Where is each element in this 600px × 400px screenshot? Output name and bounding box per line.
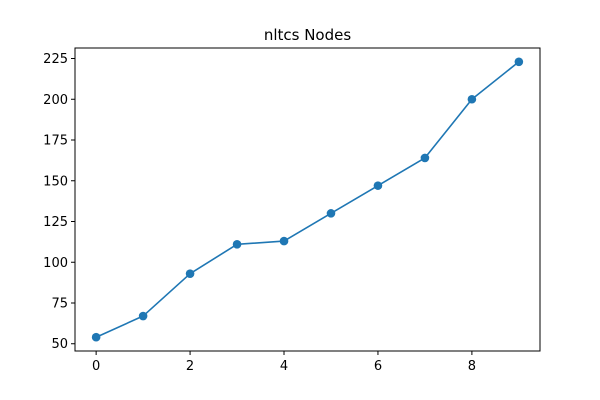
series-layer <box>91 57 524 342</box>
y-tick-label: 125 <box>43 215 68 230</box>
series-line <box>95 61 520 338</box>
y-tick-label: 175 <box>43 134 68 149</box>
data-point <box>91 332 101 342</box>
data-point <box>232 240 242 249</box>
x-tick-label: 8 <box>468 359 476 374</box>
data-point <box>467 94 477 104</box>
data-point <box>326 209 336 218</box>
x-tick-label: 6 <box>374 359 382 374</box>
y-tick-label: 200 <box>43 93 68 108</box>
y-tick-label: 50 <box>51 337 68 352</box>
data-point <box>514 57 524 67</box>
x-axis: 0 2 4 6 8 <box>92 351 476 374</box>
y-tick-label: 75 <box>51 296 68 311</box>
data-point <box>185 269 195 278</box>
data-point <box>373 181 383 190</box>
y-axis: 50 75 100 125 150 175 200 225 <box>43 52 75 352</box>
y-tick-label: 100 <box>43 256 68 271</box>
chart-title: nltcs Nodes <box>264 26 352 44</box>
x-tick-label: 0 <box>92 359 100 374</box>
y-tick-label: 150 <box>43 174 68 189</box>
x-tick-label: 4 <box>280 359 288 374</box>
data-point <box>279 236 289 246</box>
y-tick-label: 225 <box>43 52 68 67</box>
data-point <box>420 153 430 163</box>
data-point <box>138 311 148 321</box>
plot-area-frame <box>74 47 541 352</box>
x-tick-label: 2 <box>186 359 194 374</box>
